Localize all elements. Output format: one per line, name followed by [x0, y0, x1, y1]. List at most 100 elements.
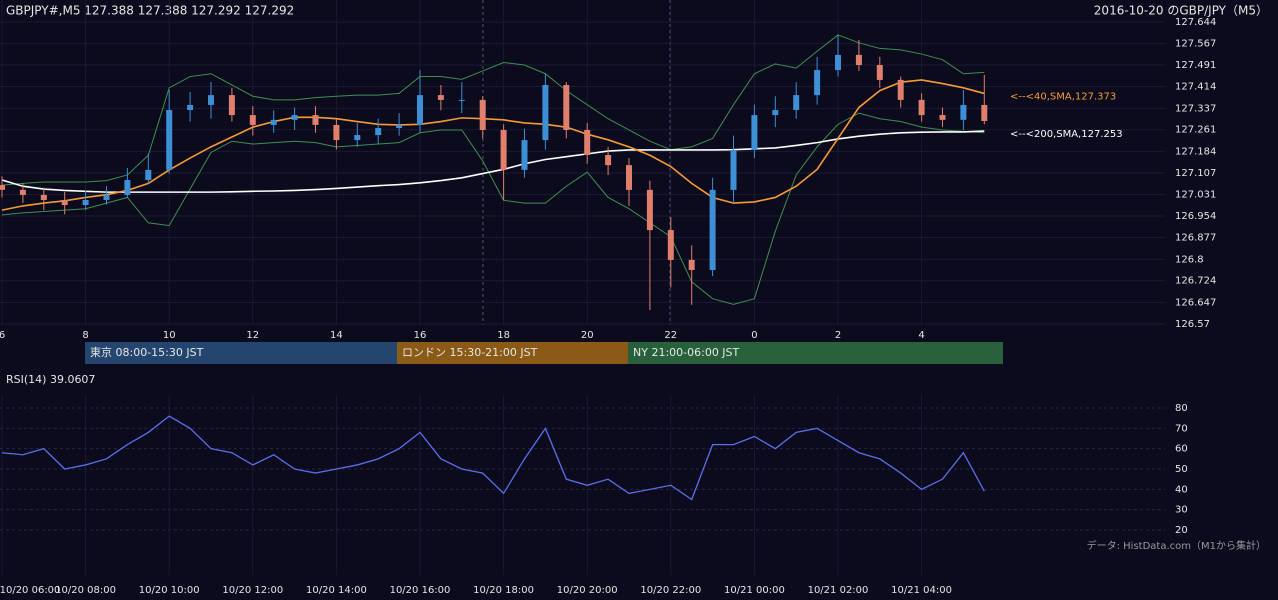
- y-tick-label: 126.954: [1175, 211, 1216, 222]
- candle-body: [208, 95, 214, 105]
- session-band: [397, 342, 628, 364]
- candle-body: [312, 115, 319, 125]
- candle-body: [19, 189, 26, 195]
- x-tick-label: 10/20 08:00: [55, 585, 116, 596]
- indicator-line: [1, 130, 985, 193]
- chart-title: GBPJPY#,M5 127.388 127.388 127.292 127.2…: [6, 4, 294, 18]
- x-tick-label: 12: [246, 330, 259, 341]
- x-tick-label: 10/20 18:00: [473, 585, 534, 596]
- x-tick-label: 10/20 12:00: [222, 585, 283, 596]
- y-tick-label: 30: [1175, 505, 1188, 516]
- candle-body: [291, 115, 298, 120]
- series-label: <--<40,SMA,127.373: [1010, 91, 1116, 102]
- y-tick-label: 127.644: [1175, 17, 1216, 28]
- candle-body: [960, 104, 967, 120]
- y-tick-label: 127.337: [1175, 103, 1216, 114]
- x-tick-label: 14: [330, 330, 343, 341]
- indicator-line: [1, 79, 985, 211]
- x-tick-label: 16: [414, 330, 427, 341]
- candle-body: [751, 115, 758, 150]
- candle-body: [605, 155, 612, 166]
- x-tick-label: 20: [581, 330, 594, 341]
- y-tick-label: 126.877: [1175, 233, 1216, 244]
- candle-body: [228, 95, 235, 116]
- candle-body: [500, 129, 507, 170]
- candle-body: [375, 128, 382, 136]
- y-tick-label: 126.724: [1175, 276, 1216, 287]
- candle-body: [939, 115, 946, 120]
- candle-body: [918, 99, 925, 116]
- candle-body: [814, 70, 821, 96]
- y-tick-label: 50: [1175, 464, 1188, 475]
- candle-body: [0, 185, 5, 190]
- candle-body: [667, 230, 674, 260]
- x-tick-label: 8: [82, 330, 88, 341]
- candle-body: [793, 95, 800, 111]
- candle-body: [646, 189, 653, 231]
- y-tick-label: 80: [1175, 403, 1188, 414]
- y-tick-label: 20: [1175, 525, 1188, 536]
- y-tick-label: 127.567: [1175, 39, 1216, 50]
- candle-body: [396, 124, 403, 129]
- candle-body: [542, 84, 549, 141]
- candle-body: [563, 84, 570, 130]
- x-tick-label: 10/20 06:00: [0, 585, 60, 596]
- candle-body: [103, 194, 110, 200]
- candle-body: [730, 149, 737, 190]
- x-tick-label: 10/20 16:00: [390, 585, 451, 596]
- candle-body: [354, 135, 361, 141]
- y-tick-label: 127.261: [1175, 125, 1216, 136]
- x-tick-label: 10/20 22:00: [640, 585, 701, 596]
- candle-body: [688, 259, 695, 271]
- y-tick-label: 70: [1175, 423, 1188, 434]
- x-tick-label: 10/20 10:00: [139, 585, 200, 596]
- candle-body: [187, 104, 194, 111]
- candle-body: [626, 165, 632, 190]
- y-tick-label: 40: [1175, 484, 1188, 495]
- x-tick-label: 2: [835, 330, 841, 341]
- candle-body: [521, 140, 528, 170]
- candle-body: [145, 169, 152, 181]
- series-label: <--<200,SMA,127.253: [1010, 129, 1123, 140]
- y-tick-label: 127.491: [1175, 60, 1216, 71]
- x-tick-label: 6: [0, 330, 5, 341]
- candle-body: [437, 95, 444, 100]
- candle-body: [333, 124, 340, 141]
- candle-body: [772, 110, 779, 116]
- x-tick-label: 10/20 14:00: [306, 585, 367, 596]
- y-tick-label: 127.414: [1175, 82, 1216, 93]
- candle-body: [876, 65, 883, 80]
- candle-body: [458, 99, 465, 101]
- y-tick-label: 60: [1175, 444, 1188, 455]
- y-tick-label: 126.647: [1175, 297, 1216, 308]
- x-tick-label: 10/21 02:00: [808, 585, 869, 596]
- rsi-title: RSI(14) 39.0607: [6, 373, 95, 386]
- y-tick-label: 126.57: [1175, 319, 1210, 330]
- candle-body: [584, 129, 591, 156]
- x-tick-label: 4: [918, 330, 924, 341]
- session-band: [85, 342, 397, 364]
- session-label: NY 21:00-06:00 JST: [633, 346, 740, 359]
- candle-body: [124, 180, 131, 195]
- candle-body: [166, 110, 173, 170]
- indicator-line: [1, 34, 985, 186]
- chart-subtitle: 2016-10-20 のGBP/JPY（M5）: [1094, 4, 1268, 18]
- x-tick-label: 10/21 00:00: [724, 585, 785, 596]
- x-tick-label: 22: [664, 330, 677, 341]
- candle-body: [61, 199, 68, 206]
- candle-body: [709, 189, 716, 271]
- session-label: ロンドン 15:30-21:00 JST: [402, 346, 538, 359]
- y-tick-label: 127.031: [1175, 189, 1216, 200]
- x-tick-label: 18: [497, 330, 510, 341]
- candle-body: [981, 104, 988, 121]
- session-band: [628, 342, 1003, 364]
- x-tick-label: 10/21 04:00: [891, 585, 952, 596]
- candle-body: [417, 95, 423, 125]
- rsi-line: [1, 415, 985, 501]
- candle-body: [82, 199, 89, 206]
- candle-body: [270, 119, 277, 125]
- session-label: 東京 08:00-15:30 JST: [90, 345, 204, 359]
- indicator-line: [1, 112, 985, 305]
- x-tick-label: 10: [163, 330, 176, 341]
